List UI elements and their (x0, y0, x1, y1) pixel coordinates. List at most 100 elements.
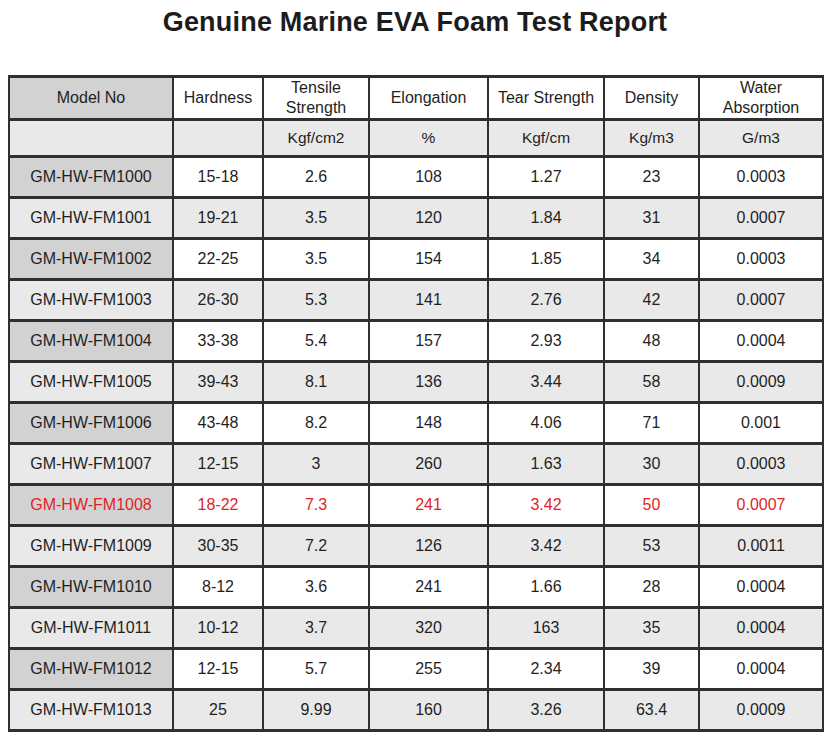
table-body: GM-HW-FM100015-182.61081.27230.0003GM-HW… (9, 157, 823, 731)
cell-model: GM-HW-FM1011 (9, 608, 173, 649)
cell-elongation: 126 (369, 526, 488, 567)
cell-water: 0.0007 (699, 198, 823, 239)
cell-model: GM-HW-FM1007 (9, 444, 173, 485)
cell-density: 71 (604, 403, 699, 444)
cell-water: 0.0004 (699, 567, 823, 608)
column-unit-hardness (173, 120, 263, 157)
cell-density: 63.4 (604, 690, 699, 731)
table-row-gm-hw-fm1006: GM-HW-FM100643-488.21484.06710.001 (9, 403, 823, 444)
cell-tear: 1.63 (488, 444, 604, 485)
cell-tensile: 3.5 (263, 198, 369, 239)
cell-density: 35 (604, 608, 699, 649)
column-header-tear: Tear Strength (488, 77, 604, 120)
cell-hardness: 25 (173, 690, 263, 731)
cell-elongation: 148 (369, 403, 488, 444)
cell-elongation: 157 (369, 321, 488, 362)
cell-water: 0.0003 (699, 239, 823, 280)
test-report-table: Model NoHardnessTensile StrengthElongati… (8, 75, 824, 732)
table-row-gm-hw-fm1005: GM-HW-FM100539-438.11363.44580.0009 (9, 362, 823, 403)
cell-hardness: 8-12 (173, 567, 263, 608)
cell-tear: 2.34 (488, 649, 604, 690)
cell-tensile: 3.6 (263, 567, 369, 608)
column-header-tensile: Tensile Strength (263, 77, 369, 120)
table-row-gm-hw-fm1002: GM-HW-FM100222-253.51541.85340.0003 (9, 239, 823, 280)
cell-tensile: 5.7 (263, 649, 369, 690)
cell-elongation: 108 (369, 157, 488, 198)
cell-elongation: 260 (369, 444, 488, 485)
cell-water: 0.0007 (699, 485, 823, 526)
cell-elongation: 320 (369, 608, 488, 649)
cell-tensile: 5.4 (263, 321, 369, 362)
cell-tear: 3.42 (488, 485, 604, 526)
cell-model: GM-HW-FM1006 (9, 403, 173, 444)
column-header-hardness: Hardness (173, 77, 263, 120)
table-row-gm-hw-fm1010: GM-HW-FM10108-123.62411.66280.0004 (9, 567, 823, 608)
cell-water: 0.0009 (699, 362, 823, 403)
cell-model: GM-HW-FM1012 (9, 649, 173, 690)
cell-density: 58 (604, 362, 699, 403)
units-row: Kgf/cm2%Kgf/cmKg/m3G/m3 (9, 120, 823, 157)
cell-density: 39 (604, 649, 699, 690)
cell-water: 0.0011 (699, 526, 823, 567)
cell-density: 30 (604, 444, 699, 485)
cell-water: 0.001 (699, 403, 823, 444)
cell-water: 0.0003 (699, 157, 823, 198)
cell-tensile: 5.3 (263, 280, 369, 321)
cell-model: GM-HW-FM1002 (9, 239, 173, 280)
cell-density: 28 (604, 567, 699, 608)
cell-hardness: 39-43 (173, 362, 263, 403)
cell-elongation: 154 (369, 239, 488, 280)
cell-tensile: 3 (263, 444, 369, 485)
table-row-gm-hw-fm1011: GM-HW-FM101110-123.7320163350.0004 (9, 608, 823, 649)
cell-tear: 163 (488, 608, 604, 649)
cell-model: GM-HW-FM1004 (9, 321, 173, 362)
cell-tear: 2.76 (488, 280, 604, 321)
cell-elongation: 160 (369, 690, 488, 731)
cell-model: GM-HW-FM1013 (9, 690, 173, 731)
cell-tear: 3.26 (488, 690, 604, 731)
column-header-model: Model No (9, 77, 173, 120)
cell-model: GM-HW-FM1008 (9, 485, 173, 526)
cell-density: 34 (604, 239, 699, 280)
table-row-gm-hw-fm1001: GM-HW-FM100119-213.51201.84310.0007 (9, 198, 823, 239)
cell-tensile: 7.3 (263, 485, 369, 526)
column-unit-tear: Kgf/cm (488, 120, 604, 157)
cell-tensile: 8.2 (263, 403, 369, 444)
cell-model: GM-HW-FM1003 (9, 280, 173, 321)
cell-density: 48 (604, 321, 699, 362)
cell-tear: 1.84 (488, 198, 604, 239)
column-header-density: Density (604, 77, 699, 120)
column-unit-water: G/m3 (699, 120, 823, 157)
cell-density: 53 (604, 526, 699, 567)
column-header-elongation: Elongation (369, 77, 488, 120)
cell-tear: 3.44 (488, 362, 604, 403)
table-row-gm-hw-fm1008: GM-HW-FM100818-227.32413.42500.0007 (9, 485, 823, 526)
cell-tear: 2.93 (488, 321, 604, 362)
cell-tear: 1.85 (488, 239, 604, 280)
cell-tear: 4.06 (488, 403, 604, 444)
cell-water: 0.0004 (699, 608, 823, 649)
cell-model: GM-HW-FM1005 (9, 362, 173, 403)
cell-hardness: 12-15 (173, 649, 263, 690)
cell-tear: 1.27 (488, 157, 604, 198)
cell-hardness: 19-21 (173, 198, 263, 239)
table-row-gm-hw-fm1012: GM-HW-FM101212-155.72552.34390.0004 (9, 649, 823, 690)
column-unit-model (9, 120, 173, 157)
cell-water: 0.0004 (699, 649, 823, 690)
cell-water: 0.0007 (699, 280, 823, 321)
table-row-gm-hw-fm1000: GM-HW-FM100015-182.61081.27230.0003 (9, 157, 823, 198)
cell-model: GM-HW-FM1000 (9, 157, 173, 198)
report-page: Genuine Marine EVA Foam Test Report Mode… (0, 7, 830, 732)
cell-hardness: 26-30 (173, 280, 263, 321)
cell-tensile: 8.1 (263, 362, 369, 403)
cell-elongation: 255 (369, 649, 488, 690)
table-row-gm-hw-fm1004: GM-HW-FM100433-385.41572.93480.0004 (9, 321, 823, 362)
cell-tear: 3.42 (488, 526, 604, 567)
cell-tear: 1.66 (488, 567, 604, 608)
cell-water: 0.0009 (699, 690, 823, 731)
table-row-gm-hw-fm1007: GM-HW-FM100712-1532601.63300.0003 (9, 444, 823, 485)
cell-tensile: 3.7 (263, 608, 369, 649)
cell-hardness: 33-38 (173, 321, 263, 362)
cell-elongation: 241 (369, 567, 488, 608)
cell-density: 42 (604, 280, 699, 321)
